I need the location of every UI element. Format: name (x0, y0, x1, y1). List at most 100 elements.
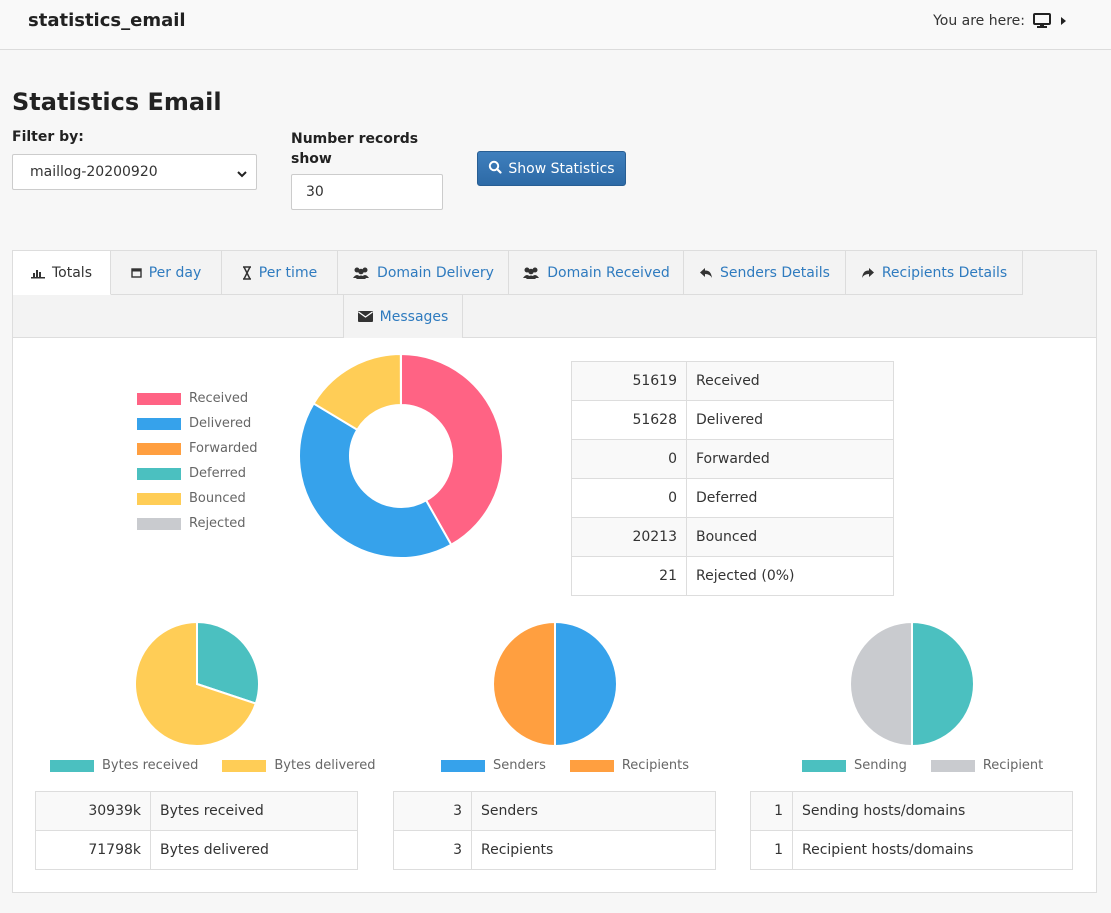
people-legend: Senders Recipients (441, 758, 689, 773)
tab-per-time-label: Per time (258, 264, 318, 281)
legend-item-bounced[interactable]: Bounced (137, 486, 258, 511)
table-row: 3 Senders (393, 791, 716, 831)
legend-label[interactable]: Bytes delivered (274, 758, 376, 773)
legend-label[interactable]: Senders (493, 758, 546, 773)
caret-right-icon[interactable] (1059, 16, 1067, 26)
tab-domain-delivery-label: Domain Delivery (377, 264, 494, 281)
desktop-icon[interactable] (1033, 13, 1051, 29)
legend-label[interactable]: Sending (854, 758, 907, 773)
table-cell-value: 3 (393, 830, 472, 870)
table-cell-value: 1 (750, 830, 793, 870)
legend-swatch (569, 759, 614, 772)
table-row: 0 Deferred (571, 478, 894, 518)
tab-messages[interactable]: Messages (343, 295, 463, 338)
bytes-pie-chart (134, 620, 260, 747)
table-cell-value: 1 (750, 791, 793, 831)
table-cell-value: 21 (571, 556, 687, 596)
pie-slice-bytes-received[interactable] (196, 620, 260, 705)
legend-label: Forwarded (189, 441, 258, 456)
legend-label: Delivered (189, 416, 252, 431)
show-statistics-label: Show Statistics (508, 160, 615, 177)
legend-label: Deferred (189, 466, 247, 481)
hourglass-icon (242, 265, 252, 280)
table-cell-label: Bytes delivered (150, 830, 358, 870)
table-row: 3 Recipients (393, 830, 716, 870)
tab-senders-details[interactable]: Senders Details (684, 251, 846, 295)
table-row: 0 Forwarded (571, 439, 894, 479)
pie-slice-recipients[interactable] (492, 620, 556, 748)
records-input-value: 30 (306, 184, 324, 200)
legend-swatch (137, 442, 181, 455)
tab-domain-received[interactable]: Domain Received (509, 251, 684, 295)
legend-item-delivered[interactable]: Delivered (137, 411, 258, 436)
table-cell-label: Recipient hosts/domains (792, 830, 1073, 870)
table-cell-value: 20213 (571, 517, 687, 557)
table-cell-label: Received (686, 361, 894, 401)
envelope-icon (357, 311, 373, 322)
totals-legend: Received Delivered Forwarded Deferred Bo… (137, 386, 258, 536)
log-file-select[interactable]: maillog-20200920 (12, 154, 257, 190)
legend-item-received[interactable]: Received (137, 386, 258, 411)
legend-swatch (441, 759, 485, 772)
tab-totals[interactable]: Totals (13, 251, 111, 295)
legend-swatch (137, 492, 181, 505)
tab-recipients-details-label: Recipients Details (881, 264, 1008, 281)
table-cell-label: Bytes received (150, 791, 358, 831)
legend-swatch (222, 759, 267, 772)
tab-recipients-details[interactable]: Recipients Details (846, 251, 1023, 295)
legend-label[interactable]: Recipient (982, 758, 1044, 773)
legend-label: Bounced (189, 491, 246, 506)
legend-label[interactable]: Recipients (621, 758, 690, 773)
table-cell-value: 0 (571, 439, 687, 479)
table-row: 71798k Bytes delivered (35, 830, 358, 870)
pie-slice-recipient[interactable] (849, 620, 913, 748)
pie-slice-bytes-delivered[interactable] (134, 620, 258, 747)
users-icon (522, 267, 540, 279)
tab-per-day[interactable]: Per day (111, 251, 222, 295)
table-cell-label: Bounced (686, 517, 894, 557)
tab-per-time[interactable]: Per time (222, 251, 338, 295)
legend-item-rejected[interactable]: Rejected (137, 511, 258, 536)
table-row: 1 Recipient hosts/domains (750, 830, 1073, 870)
pie-slice-senders[interactable] (554, 620, 618, 748)
tab-domain-delivery[interactable]: Domain Delivery (338, 251, 509, 295)
legend-item-deferred[interactable]: Deferred (137, 461, 258, 486)
hosts-legend: Sending Recipient (802, 758, 1043, 773)
legend-label[interactable]: Bytes received (102, 758, 199, 773)
legend-item-forwarded[interactable]: Forwarded (137, 436, 258, 461)
table-cell-value: 71798k (35, 830, 151, 870)
bar-chart-icon (31, 267, 45, 279)
pie-slice-delivered[interactable] (298, 402, 453, 559)
totals-doughnut-chart (298, 352, 504, 559)
pie-slice-sending[interactable] (911, 620, 975, 748)
table-cell-label: Deferred (686, 478, 894, 518)
statistics-panel: Totals Per day Per time Domain Delivery … (12, 250, 1097, 893)
legend-swatch (137, 467, 181, 480)
tab-domain-received-label: Domain Received (547, 264, 670, 281)
table-cell-label: Recipients (471, 830, 716, 870)
table-row: 21 Rejected (0%) (571, 556, 894, 596)
legend-swatch (802, 759, 846, 772)
table-cell-value: 30939k (35, 791, 151, 831)
log-file-select-value: maillog-20200920 (30, 164, 158, 180)
reply-icon (699, 267, 713, 279)
legend-label: Rejected (189, 516, 246, 531)
show-statistics-button[interactable]: Show Statistics (477, 151, 626, 186)
legend-swatch (137, 392, 181, 405)
legend-swatch (50, 759, 94, 772)
records-input[interactable]: 30 (291, 174, 443, 210)
users-icon (352, 267, 370, 279)
page-title: Statistics Email (12, 88, 222, 116)
breadcrumb-label: You are here: (933, 13, 1025, 29)
table-row: 51628 Delivered (571, 400, 894, 440)
bytes-table: 30939k Bytes received 71798k Bytes deliver… (35, 791, 358, 870)
hosts-table: 1 Sending hosts/domains 1 Recipient hosts/… (750, 791, 1073, 870)
legend-swatch (930, 759, 975, 772)
table-cell-label: Forwarded (686, 439, 894, 479)
table-cell-label: Senders (471, 791, 716, 831)
table-row: 20213 Bounced (571, 517, 894, 557)
pie-slice-received[interactable] (400, 352, 504, 547)
table-row: 51619 Received (571, 361, 894, 401)
breadcrumb: You are here: (933, 13, 1067, 29)
filter-label: Filter by: (12, 129, 84, 145)
